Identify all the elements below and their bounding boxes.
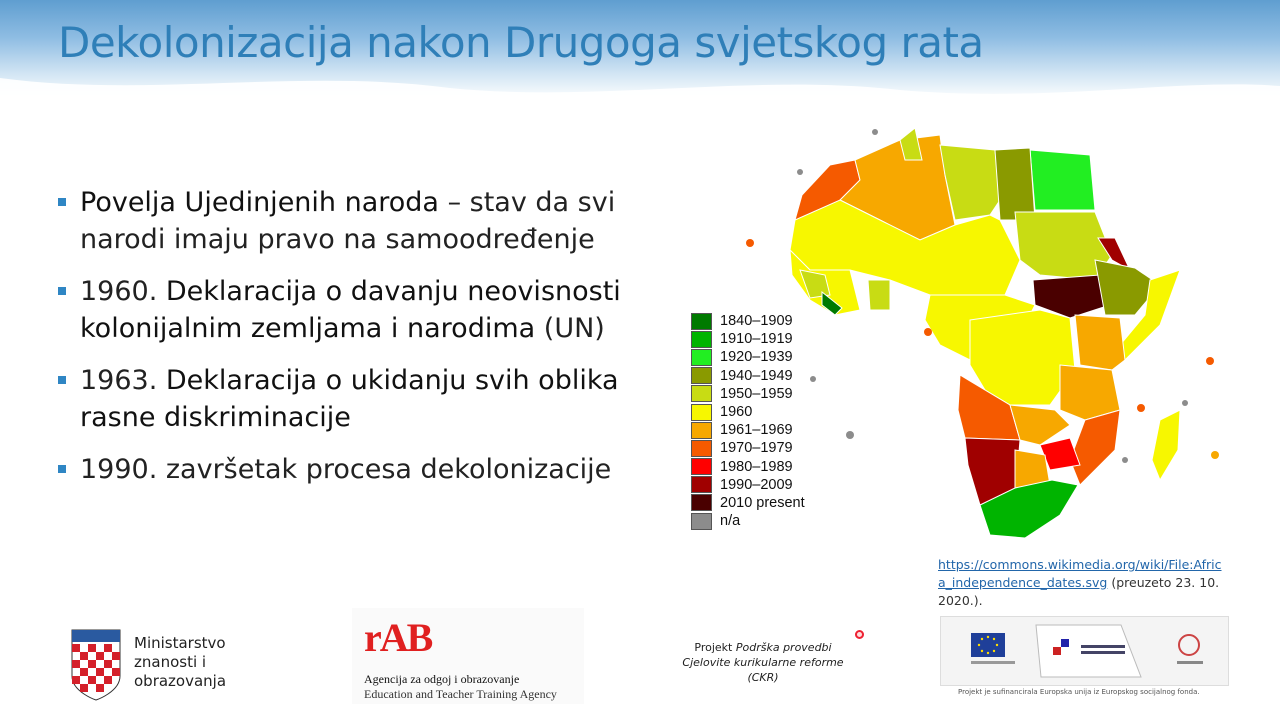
bullet-text: 1990. završetak procesa dekolonizacije bbox=[80, 454, 612, 485]
bullet-prefix: 1963. bbox=[80, 365, 166, 396]
source-link[interactable]: https://commons.wikimedia.org/wiki/File:… bbox=[938, 557, 1222, 590]
header-wave-decoration bbox=[0, 78, 1280, 108]
legend-label: n/a bbox=[720, 513, 741, 530]
map-legend: 1840–1909 1910–1919 1920–1939 1940–1949 … bbox=[691, 312, 805, 530]
agency-logo-mark: rAB bbox=[364, 615, 433, 660]
legend-label: 1840–1909 bbox=[720, 313, 793, 330]
agency-line: Education and Teacher Training Agency bbox=[364, 687, 557, 701]
ministry-line: Ministarstvo bbox=[134, 634, 226, 652]
legend-swatch bbox=[691, 385, 712, 403]
legend-label: 1920–1939 bbox=[720, 349, 793, 366]
pointer-indicator bbox=[855, 630, 864, 639]
africa-independence-map bbox=[746, 127, 1219, 539]
legend-item: 1940–1949 bbox=[691, 367, 805, 385]
bullet-list: Povelja Ujedinjenih naroda – stav da svi… bbox=[58, 184, 648, 503]
legend-item: n/a bbox=[691, 512, 805, 530]
legend-swatch bbox=[691, 348, 712, 366]
agency-logo-block: rAB Agencija za odgoj i obrazovanje Educ… bbox=[352, 608, 584, 704]
bullet-text: (UN) bbox=[535, 313, 605, 344]
bullet-bold-text: Deklaracija o davanju neovisnosti koloni… bbox=[80, 276, 621, 344]
legend-label: 1990–2009 bbox=[720, 476, 793, 493]
header-banner bbox=[0, 0, 1280, 108]
bullet-item: 1963. Deklaracija o ukidanju svih oblika… bbox=[58, 362, 648, 436]
project-prefix: Projekt bbox=[694, 641, 736, 654]
slide-title: Dekolonizacija nakon Drugoga svjetskog r… bbox=[58, 18, 984, 67]
legend-item: 2010 present bbox=[691, 494, 805, 512]
source-note: (preuzeto 23. 10. 2020.). bbox=[938, 575, 1220, 608]
legend-label: 1910–1919 bbox=[720, 331, 793, 348]
project-line: (CKR) bbox=[747, 671, 779, 684]
legend-item: 1920–1939 bbox=[691, 348, 805, 366]
legend-label: 1940–1949 bbox=[720, 367, 793, 384]
legend-label: 1980–1989 bbox=[720, 458, 793, 475]
bullet-item: 1960. Deklaracija o davanju neovisnosti … bbox=[58, 273, 648, 347]
legend-swatch bbox=[691, 494, 712, 512]
image-source: https://commons.wikimedia.org/wiki/File:… bbox=[938, 556, 1228, 610]
legend-swatch bbox=[691, 421, 712, 439]
ministry-logo-block: Ministarstvo znanosti i obrazovanja bbox=[68, 626, 226, 706]
agency-line: Agencija za odgoj i obrazovanje bbox=[364, 672, 520, 686]
legend-swatch bbox=[691, 512, 712, 530]
legend-swatch bbox=[691, 330, 712, 348]
legend-item: 1950–1959 bbox=[691, 385, 805, 403]
bullet-marker bbox=[58, 376, 66, 384]
legend-swatch bbox=[691, 476, 712, 494]
bullet-item: 1990. završetak procesa dekolonizacije bbox=[58, 451, 648, 488]
bullet-marker bbox=[58, 465, 66, 473]
legend-item: 1960 bbox=[691, 403, 805, 421]
ministry-name: Ministarstvo znanosti i obrazovanja bbox=[134, 634, 226, 691]
eu-funding-logos bbox=[940, 616, 1229, 686]
bullet-text: – stav da svi narodi imaju pravo na samo… bbox=[80, 187, 616, 255]
legend-item: 1961–1969 bbox=[691, 421, 805, 439]
legend-swatch bbox=[691, 367, 712, 385]
legend-swatch bbox=[691, 458, 712, 476]
agency-name: Agencija za odgoj i obrazovanje Educatio… bbox=[364, 672, 557, 702]
legend-swatch bbox=[691, 403, 712, 421]
legend-item: 1840–1909 bbox=[691, 312, 805, 330]
legend-label: 1961–1969 bbox=[720, 422, 793, 439]
project-name: Podrška provedbi bbox=[735, 641, 832, 654]
legend-item: 1980–1989 bbox=[691, 458, 805, 476]
bullet-item: Povelja Ujedinjenih naroda – stav da svi… bbox=[58, 184, 648, 258]
legend-label: 1970–1979 bbox=[720, 440, 793, 457]
legend-item: 1970–1979 bbox=[691, 439, 805, 457]
bullet-prefix: 1960. bbox=[80, 276, 166, 307]
bullet-marker bbox=[58, 287, 66, 295]
ministry-line: znanosti i bbox=[134, 653, 207, 671]
legend-item: 1990–2009 bbox=[691, 476, 805, 494]
project-line: Cjelovite kurikularne reforme bbox=[682, 656, 844, 669]
croatian-coat-of-arms-icon bbox=[71, 629, 121, 701]
bullet-bold-text: Povelja Ujedinjenih naroda bbox=[80, 187, 439, 218]
legend-item: 1910–1919 bbox=[691, 330, 805, 348]
ministry-line: obrazovanja bbox=[134, 672, 227, 690]
legend-swatch bbox=[691, 439, 712, 457]
legend-label: 1960 bbox=[720, 404, 753, 421]
eu-logos-image bbox=[971, 624, 1203, 678]
legend-label: 2010 present bbox=[720, 494, 805, 511]
project-caption: Projekt Podrška provedbi Cjelovite kurik… bbox=[668, 640, 858, 685]
bullet-marker bbox=[58, 198, 66, 206]
bullet-bold-text: Deklaracija o ukidanju svih oblika rasne… bbox=[80, 365, 619, 433]
eu-funding-note: Projekt je sufinancirala Europska unija … bbox=[958, 688, 1200, 696]
legend-swatch bbox=[691, 312, 712, 330]
legend-label: 1950–1959 bbox=[720, 385, 793, 402]
